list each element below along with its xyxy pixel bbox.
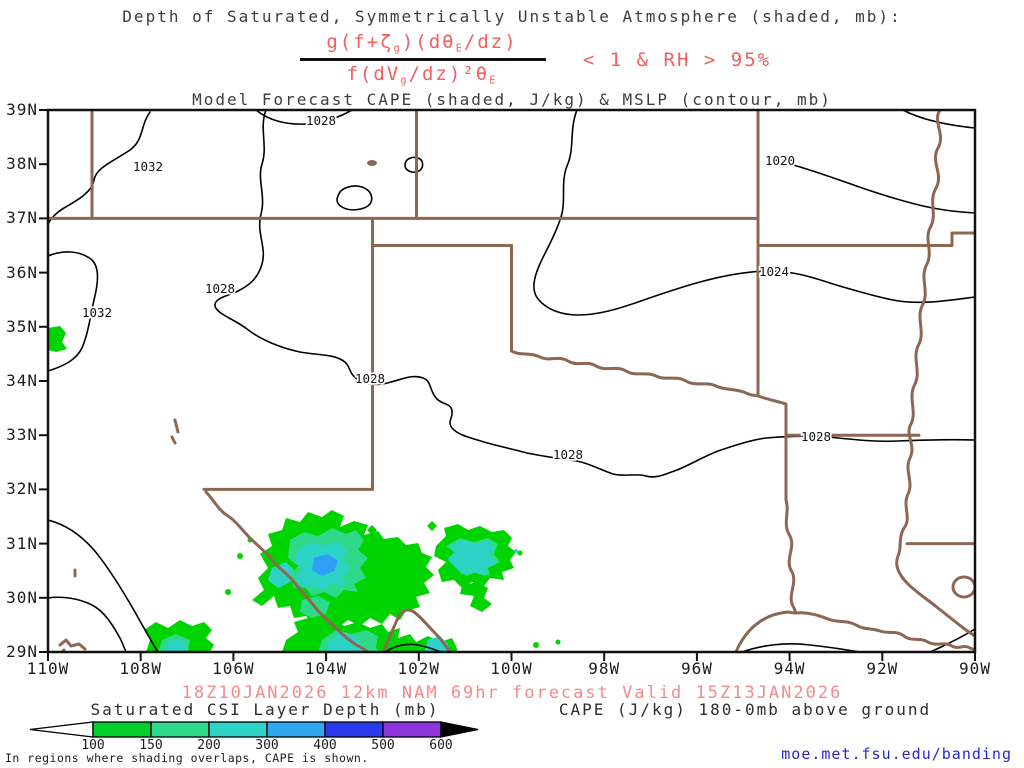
site-link[interactable]: moe.met.fsu.edu/banding	[781, 745, 1012, 763]
contour-sw-2	[48, 596, 127, 652]
fraction-bar	[300, 58, 546, 61]
colorbar-tick-label: 300	[255, 738, 279, 753]
contour-value-label: 1028	[355, 371, 385, 386]
forecast-valid-line: 18Z10JAN2026 12km NAM 69hr forecast Vali…	[181, 683, 843, 703]
y-tick-label: 32N	[6, 479, 38, 499]
y-tick-label: 35N	[6, 316, 38, 336]
contour-value-label: 1032	[133, 159, 163, 174]
x-tick-label: 92W	[866, 659, 899, 678]
contour-1024	[533, 110, 975, 316]
y-tick-label: 38N	[6, 154, 38, 174]
formula-denominator: f(dVg/dz)²θE	[346, 63, 498, 87]
x-tick-label: 106W	[212, 659, 255, 678]
colorbar	[29, 721, 479, 738]
lake-pontchartrain	[951, 575, 975, 599]
page-title: Depth of Saturated, Symmetrically Unstab…	[122, 7, 902, 26]
x-tick-label: 110W	[26, 659, 70, 678]
x-tick-label: 98W	[588, 659, 621, 678]
x-tick-label: 100W	[490, 659, 533, 678]
colorbar-tick-label: 200	[197, 738, 221, 753]
y-tick-label: 36N	[6, 262, 38, 282]
state-borders	[48, 110, 975, 615]
y-tick-label: 34N	[6, 371, 38, 390]
contour-coast-arc	[741, 643, 861, 652]
map-frame	[46, 108, 977, 654]
y-tick-label: 29N	[6, 642, 38, 661]
x-tick-label: 90W	[959, 659, 991, 678]
contour-1032-lower	[48, 251, 99, 372]
legend-title-cape: CAPE (J/kg) 180-0mb above ground	[558, 700, 932, 719]
contour-value-label: 1028	[801, 429, 831, 444]
contour-sw-1	[48, 519, 159, 652]
colorbar-tick-label: 100	[81, 738, 105, 753]
contour-bottom-arc	[384, 643, 442, 652]
colorbar-tick-label: 400	[313, 738, 337, 753]
contour-1020	[789, 163, 975, 214]
overlap-note: In regions where shading overlaps, CAPE …	[5, 751, 369, 765]
contour-closed-small	[404, 156, 424, 173]
rio-grande-bend	[381, 608, 452, 652]
shading-csi-300-400	[312, 554, 338, 576]
contour-value-label: 1028	[205, 281, 235, 296]
y-tick-label: 30N	[6, 587, 38, 607]
y-tick-label: 39N	[6, 100, 38, 119]
rivers	[58, 110, 975, 652]
axis-ticks	[39, 109, 976, 661]
contour-value-label: 1020	[765, 153, 795, 168]
terrain-speck-1	[170, 418, 180, 445]
x-tick-label: 108W	[119, 659, 162, 678]
formula-numerator: g(f+ζg)(dθE/dz)	[326, 31, 518, 55]
y-tick-label: 33N	[6, 425, 38, 445]
terrain-speck-3	[58, 638, 87, 652]
mississippi-river	[895, 110, 975, 638]
colorbar-tick-label: 150	[139, 738, 163, 753]
contour-value-label: 1028	[306, 113, 336, 128]
contour-ne-corner	[902, 110, 975, 129]
contour-closed-large	[336, 185, 373, 211]
x-tick-label: 96W	[680, 659, 713, 678]
x-tick-label: 94W	[773, 659, 806, 678]
rio-grande	[204, 490, 370, 652]
gulf-coast	[734, 610, 975, 652]
colorbar-tick-label: 500	[371, 738, 395, 753]
formula-condition: < 1 & RH > 95%	[582, 49, 772, 71]
colorbar-tick-label: 600	[429, 738, 453, 753]
contour-value-label: 1024	[759, 264, 789, 279]
map-subtitle: Model Forecast CAPE (shaded, J/kg) & MSL…	[192, 90, 832, 109]
contour-value-label: 1028	[553, 447, 583, 462]
y-tick-label: 31N	[6, 533, 38, 553]
contour-labels: 1032 1028 1032 1028 1028 1028 1028 1024 1020	[80, 111, 833, 464]
red-river	[510, 349, 760, 398]
terrain-speck-4	[367, 160, 377, 166]
contour-1032-upper	[48, 111, 151, 225]
contour-1028-main	[214, 110, 975, 478]
contour-value-label: 1032	[82, 305, 112, 320]
x-tick-label: 104W	[304, 659, 348, 678]
mslp-contours	[48, 110, 975, 652]
y-tick-label: 37N	[6, 208, 38, 228]
x-tick-label: 102W	[397, 659, 441, 678]
contour-se-corner	[929, 628, 975, 652]
contour-1028-top-dip	[255, 110, 353, 125]
legend-title-csi: Saturated CSI Layer Depth (mb)	[90, 700, 440, 719]
